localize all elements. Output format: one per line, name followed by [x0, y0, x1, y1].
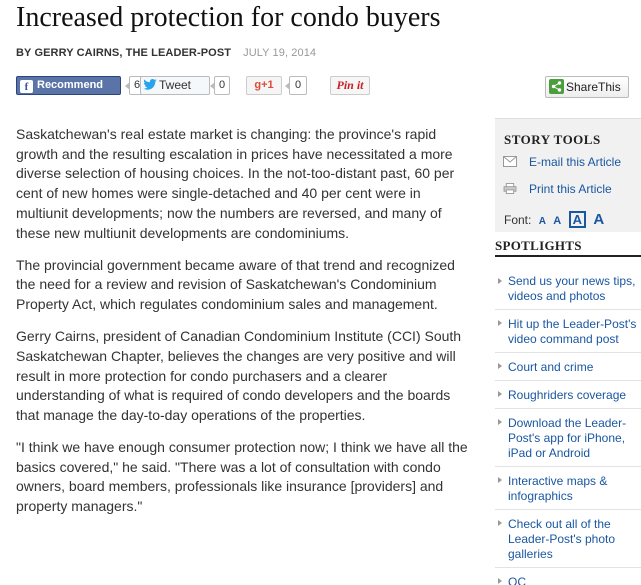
- article-paragraph: Saskatchewan's real estate market is cha…: [16, 126, 455, 241]
- spotlight-link[interactable]: Court and crime: [495, 353, 641, 381]
- sharethis-label: ShareThis: [566, 80, 621, 94]
- font-label: Font:: [504, 213, 532, 227]
- facebook-recommend-button[interactable]: f Recommend: [16, 76, 121, 95]
- spotlight-link[interactable]: Roughriders coverage: [495, 381, 641, 409]
- sharethis-button[interactable]: ShareThis: [545, 76, 629, 98]
- print-article-label: Print this Article: [529, 182, 612, 196]
- font-size-xlarge[interactable]: A: [593, 211, 605, 228]
- spotlight-link[interactable]: Check out all of the Leader-Post's photo…: [495, 510, 641, 568]
- google-plus-button[interactable]: g+1: [246, 76, 282, 95]
- font-size-medium[interactable]: A: [553, 215, 562, 227]
- tweet-count: 0: [210, 76, 230, 95]
- article-body: Saskatchewan's real estate market is cha…: [16, 125, 476, 529]
- pinterest-pin-button[interactable]: Pin it: [330, 76, 370, 95]
- story-tools-title: STORY TOOLS: [504, 132, 601, 147]
- tweet-button[interactable]: Tweet: [140, 76, 210, 95]
- font-size-large-selected[interactable]: A: [568, 211, 586, 228]
- byline-author: BY GERRY CAIRNS, THE LEADER-POST: [16, 47, 232, 59]
- printer-icon: [503, 183, 517, 194]
- email-article-label: E-mail this Article: [529, 155, 622, 169]
- spotlights-title: SPOTLIGHTS: [495, 238, 582, 253]
- email-article-link[interactable]: E-mail this Article: [503, 155, 621, 169]
- font-size-small[interactable]: A: [538, 216, 546, 227]
- spotlight-link[interactable]: Hit up the Leader-Post's video command p…: [495, 310, 641, 353]
- spotlights-list: Send us your news tips, videos and photo…: [495, 255, 641, 585]
- tweet-label: Tweet: [159, 78, 192, 92]
- spotlight-link[interactable]: Interactive maps & infographics: [495, 467, 641, 510]
- sharethis-icon: [549, 79, 564, 94]
- byline: BY GERRY CAIRNS, THE LEADER-POST JULY 19,…: [16, 47, 316, 59]
- google-plus-count: 0: [285, 76, 307, 95]
- article-headline: Increased protection for condo buyers: [16, 2, 441, 33]
- article-paragraph: "I think we have enough consumer protect…: [16, 439, 468, 515]
- facebook-icon: f: [20, 80, 33, 93]
- twitter-bird-icon: [143, 79, 157, 90]
- publish-date: JULY 19, 2014: [243, 47, 317, 59]
- facebook-recommend-label: Recommend: [37, 79, 104, 91]
- spotlight-link[interactable]: Download the Leader-Post's app for iPhon…: [495, 409, 641, 467]
- story-tools-panel: STORY TOOLS E-mail this Article Print th…: [495, 118, 641, 232]
- spotlight-link[interactable]: QC: [495, 568, 641, 585]
- spotlight-link[interactable]: Send us your news tips, videos and photo…: [495, 257, 641, 310]
- article-paragraph: Gerry Cairns, president of Canadian Cond…: [16, 328, 462, 423]
- envelope-icon: [503, 156, 517, 167]
- font-size-controls: Font: A A A A: [504, 211, 604, 228]
- article-paragraph: The provincial government became aware o…: [16, 256, 455, 313]
- print-article-link[interactable]: Print this Article: [503, 182, 612, 196]
